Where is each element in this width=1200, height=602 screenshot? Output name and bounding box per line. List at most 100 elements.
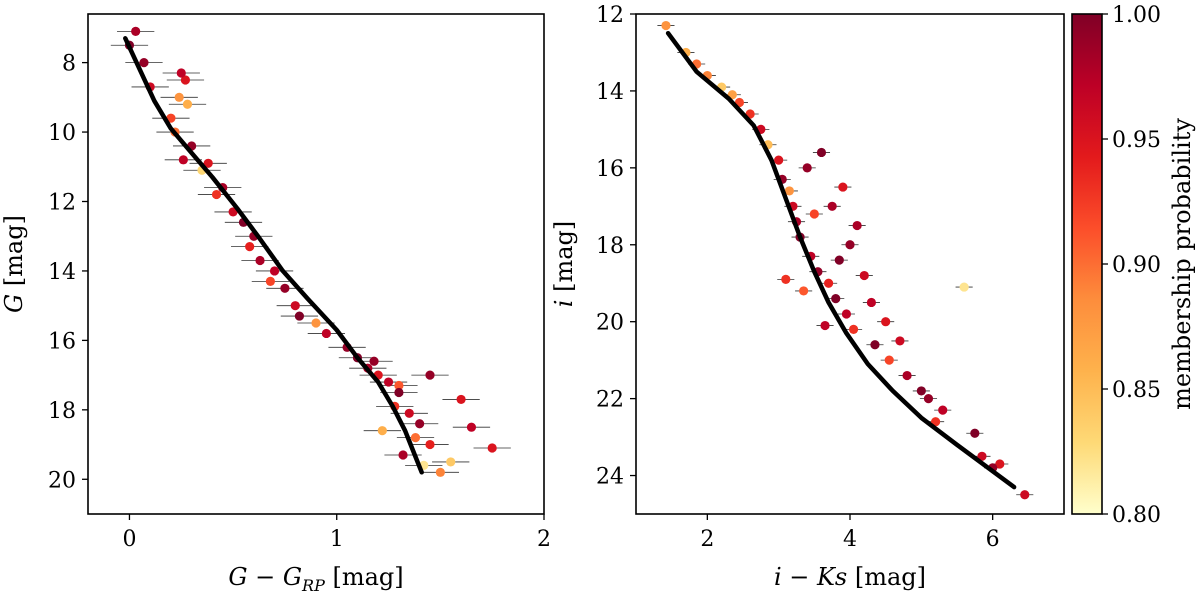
left-data-point bbox=[321, 328, 331, 339]
right-data-point bbox=[1020, 490, 1030, 500]
left-data-point bbox=[425, 439, 435, 450]
right-data-point bbox=[870, 340, 880, 350]
right-data-point bbox=[824, 278, 834, 288]
right-y-tick-label: 18 bbox=[596, 234, 624, 259]
left-data-point bbox=[394, 380, 404, 391]
right-data-point bbox=[661, 20, 671, 31]
right-data-point bbox=[995, 459, 1005, 469]
left-errorbars bbox=[110, 30, 511, 473]
left-xlabel-unit: [mag] bbox=[325, 563, 404, 591]
left-data-point bbox=[394, 387, 404, 398]
left-data-point bbox=[415, 419, 425, 429]
right-y-tick-label: 14 bbox=[596, 80, 624, 105]
right-data-point bbox=[895, 336, 905, 346]
right-data-point bbox=[802, 163, 812, 173]
right-data-point bbox=[831, 294, 841, 304]
colorbar-tick-label: 0.85 bbox=[1112, 378, 1161, 403]
right-x-tick-label: 6 bbox=[986, 527, 1000, 552]
right-data-point bbox=[781, 274, 791, 284]
right-y-axis-label: i [mag] bbox=[550, 221, 578, 307]
left-data-point bbox=[131, 26, 141, 36]
left-y-tick-label: 8 bbox=[62, 52, 76, 77]
left-data-point bbox=[139, 58, 149, 68]
right-data-point bbox=[884, 355, 894, 365]
colorbar: 0.80 0.85 0.90 0.95 1.00 membership probabil… bbox=[1071, 3, 1196, 528]
colorbar-label: membership probability bbox=[1168, 118, 1196, 410]
right-ylabel-main: i bbox=[550, 300, 578, 308]
right-data-point bbox=[820, 320, 830, 331]
left-x-tick-label: 2 bbox=[537, 527, 551, 552]
left-data-point bbox=[466, 422, 477, 432]
left-data-point bbox=[294, 311, 305, 321]
left-data-point bbox=[425, 370, 435, 380]
left-data-point bbox=[398, 450, 408, 460]
left-data-point bbox=[178, 155, 188, 165]
left-data-point bbox=[290, 301, 300, 311]
colorbar-tick-label: 0.80 bbox=[1112, 503, 1161, 528]
right-data-point bbox=[916, 386, 926, 396]
left-data-point bbox=[176, 68, 186, 78]
left-y-tick-label: 10 bbox=[48, 121, 76, 146]
left-data-point bbox=[182, 99, 193, 109]
left-data-point bbox=[410, 433, 421, 443]
left-data-point bbox=[456, 394, 466, 405]
left-ylabel-unit: [mag] bbox=[0, 215, 28, 294]
right-data-point bbox=[859, 270, 869, 281]
left-data-point bbox=[265, 276, 275, 286]
right-ylabel-unit: [mag] bbox=[550, 221, 578, 300]
left-data-point bbox=[369, 356, 379, 366]
left-data-point bbox=[377, 426, 387, 436]
left-data-point bbox=[383, 377, 394, 387]
right-data-point bbox=[931, 417, 941, 427]
right-data-point bbox=[845, 240, 855, 250]
left-data-point bbox=[311, 318, 321, 328]
right-data-point bbox=[959, 282, 969, 292]
colorbar-gradient bbox=[1072, 14, 1102, 514]
right-y-tick-label: 16 bbox=[596, 157, 624, 182]
left-y-tick-label: 18 bbox=[48, 399, 76, 424]
right-y-tick-label: 24 bbox=[596, 465, 624, 490]
right-data-point bbox=[977, 451, 987, 461]
right-data-point bbox=[816, 147, 827, 158]
left-data-point bbox=[446, 457, 456, 467]
left-data-point bbox=[174, 92, 184, 102]
colorbar-ticks: 0.80 0.85 0.90 0.95 1.00 bbox=[1102, 3, 1161, 528]
right-xlabel-main: i − Ks bbox=[774, 563, 847, 591]
right-isochrone-line bbox=[665, 30, 1017, 490]
right-data-point bbox=[774, 155, 784, 165]
right-data-point bbox=[970, 428, 980, 438]
left-x-tick-label: 1 bbox=[330, 527, 344, 552]
colorbar-tick-label: 1.00 bbox=[1112, 3, 1161, 28]
left-plot-frame bbox=[87, 13, 545, 515]
right-x-tick-label: 2 bbox=[700, 527, 714, 552]
right-data-point bbox=[923, 394, 934, 404]
right-data-point bbox=[938, 405, 948, 415]
left-isochrone-line bbox=[123, 36, 424, 475]
right-y-tick-label: 12 bbox=[596, 3, 624, 28]
right-data-point bbox=[838, 182, 848, 192]
left-ylabel-main: G bbox=[0, 294, 28, 313]
left-data-point bbox=[203, 158, 213, 168]
left-y-tick-label: 12 bbox=[48, 191, 76, 216]
left-y-axis-label: G [mag] bbox=[0, 215, 28, 313]
left-data-point bbox=[269, 266, 280, 276]
right-data-point bbox=[866, 297, 877, 308]
left-xlabel-main: G − G bbox=[228, 563, 302, 591]
right-data-point bbox=[784, 186, 794, 196]
left-x-axis-label: G − GRP [mag] bbox=[228, 563, 403, 595]
right-data-point bbox=[852, 220, 862, 231]
left-x-tick-label: 0 bbox=[122, 527, 136, 552]
right-data-point bbox=[848, 324, 859, 334]
left-data-point bbox=[255, 255, 265, 266]
left-data-point bbox=[180, 75, 191, 85]
left-xlabel-sub: RP bbox=[301, 576, 325, 595]
left-y-tick-label: 16 bbox=[48, 329, 76, 354]
right-xlabel-unit: [mag] bbox=[847, 563, 926, 591]
right-y-tick-label: 22 bbox=[596, 388, 624, 413]
right-plot-frame bbox=[635, 13, 1065, 515]
left-data-point bbox=[211, 189, 222, 200]
